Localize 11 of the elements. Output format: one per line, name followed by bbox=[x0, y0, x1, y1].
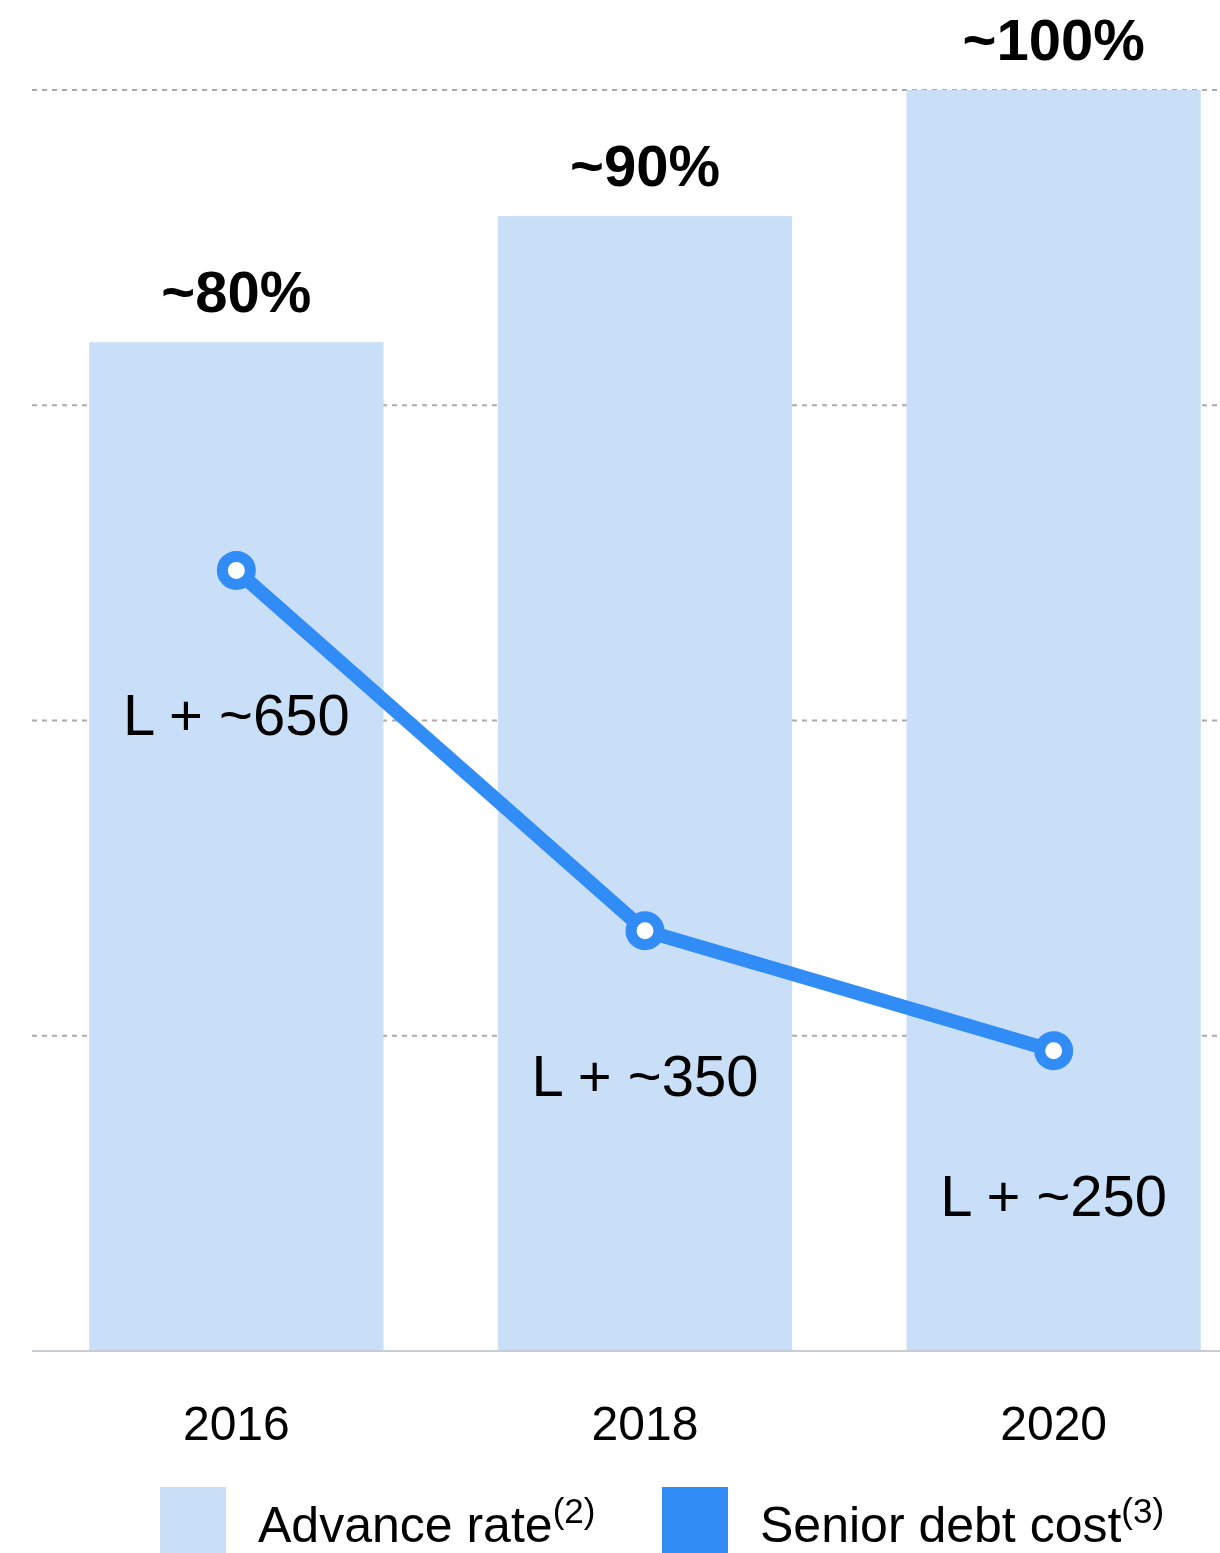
data-label: L + ~250 bbox=[940, 1162, 1168, 1228]
data-label: ~100% bbox=[962, 7, 1145, 72]
data-label: L + ~350 bbox=[531, 1042, 759, 1108]
data-label: L + ~650 bbox=[122, 682, 350, 748]
x-tick-label: 2016 bbox=[182, 1397, 290, 1450]
x-tick-label: 2020 bbox=[1000, 1397, 1108, 1450]
legend-label: Senior debt cost$^{(3)}$ bbox=[760, 1490, 1165, 1553]
data-label: ~90% bbox=[570, 133, 720, 199]
x-tick-label: 2018 bbox=[591, 1397, 699, 1450]
legend-label: Advance rate$^{(2)}$ bbox=[258, 1490, 596, 1553]
data-label: ~80% bbox=[161, 259, 312, 325]
